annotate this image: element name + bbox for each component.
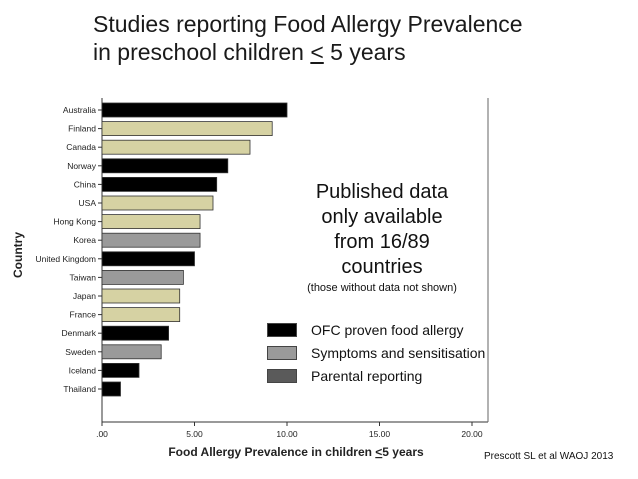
x-tick-label-3: 15.00 (369, 429, 391, 439)
note-line-2: only available (321, 206, 443, 228)
bar-canada (101, 139, 251, 155)
bar-finland (101, 121, 273, 136)
y-tick-label-iceland: Iceland (69, 365, 97, 375)
legend-item-parental: Parental reporting (267, 364, 485, 387)
note-subtext: (those without data not shown) (307, 282, 457, 294)
y-tick-label-hong-kong: Hong Kong (53, 217, 96, 227)
title-line-2-pre: in preschool children (93, 39, 311, 65)
legend-swatch-parental (267, 368, 297, 383)
legend-label-parental: Parental reporting (311, 367, 423, 384)
y-tick-label-korea: Korea (73, 235, 96, 245)
y-tick-label-sweden: Sweden (65, 347, 96, 357)
legend-label-ofc: OFC proven food allergy (311, 321, 464, 338)
y-tick-label-japan: Japan (73, 291, 96, 301)
bar-australia (101, 102, 288, 118)
y-axis-label: Country (11, 232, 25, 278)
y-tick-label-thailand: Thailand (63, 384, 96, 394)
bar-japan (101, 288, 181, 304)
y-tick-label-canada: Canada (66, 142, 96, 152)
citation: Prescott SL et al WAOJ 2013 (484, 451, 614, 462)
bar-iceland (101, 362, 140, 378)
bar-korea (101, 232, 201, 248)
title-line-2: in preschool children < 5 years (93, 38, 613, 66)
bar-united-kingdom (101, 251, 195, 267)
y-tick-label-france: France (70, 310, 97, 320)
legend-swatch-symptoms (267, 345, 297, 360)
legend: OFC proven food allergy Symptoms and sen… (267, 318, 485, 387)
y-tick-label-australia: Australia (63, 105, 96, 115)
y-tick-label-usa: USA (79, 198, 97, 208)
legend-item-symptoms: Symptoms and sensitisation (267, 341, 485, 364)
x-axis-label-post: 5 years (382, 445, 424, 459)
bar-usa (101, 195, 214, 211)
bar-france (101, 307, 181, 323)
y-tick-label-taiwan: Taiwan (70, 272, 97, 282)
bar-norway (101, 158, 229, 174)
note-line-3: from 16/89 (334, 231, 430, 253)
bar-denmark (101, 325, 169, 341)
x-axis-label-pre: Food Allergy Prevalence in children (168, 445, 375, 459)
y-tick-label-norway: Norway (67, 161, 97, 171)
bar-china (101, 176, 218, 192)
note-line-4: countries (341, 256, 423, 278)
legend-item-ofc: OFC proven food allergy (267, 318, 485, 341)
chart-title: Studies reporting Food Allergy Prevalenc… (93, 10, 613, 66)
bar-taiwan (101, 269, 184, 285)
y-tick-label-finland: Finland (68, 124, 96, 134)
x-tick-label-4: 20.00 (461, 429, 483, 439)
y-tick-label-china: China (74, 179, 96, 189)
bar-sweden (101, 344, 162, 360)
title-le-symbol: < (310, 39, 324, 65)
x-axis-label: Food Allergy Prevalence in children <5 y… (168, 445, 424, 459)
x-tick-label-1: 5.00 (186, 429, 203, 439)
x-tick-label-2: 10.00 (276, 429, 298, 439)
legend-swatch-ofc (267, 322, 297, 337)
y-tick-label-united-kingdom: United Kingdom (36, 254, 96, 264)
x-axis-label-le-symbol: < (375, 445, 382, 459)
title-line-1: Studies reporting Food Allergy Prevalenc… (93, 11, 523, 37)
note-line-1: Published data (315, 181, 449, 203)
data-availability-note: Published data only available from 16/89… (292, 180, 472, 294)
x-tick-label-0: .00 (96, 429, 108, 439)
legend-label-symptoms: Symptoms and sensitisation (311, 344, 486, 361)
title-line-2-post: 5 years (323, 39, 406, 65)
bar-hong-kong (101, 214, 201, 230)
bar-thailand (101, 381, 121, 397)
y-tick-label-denmark: Denmark (62, 328, 97, 338)
